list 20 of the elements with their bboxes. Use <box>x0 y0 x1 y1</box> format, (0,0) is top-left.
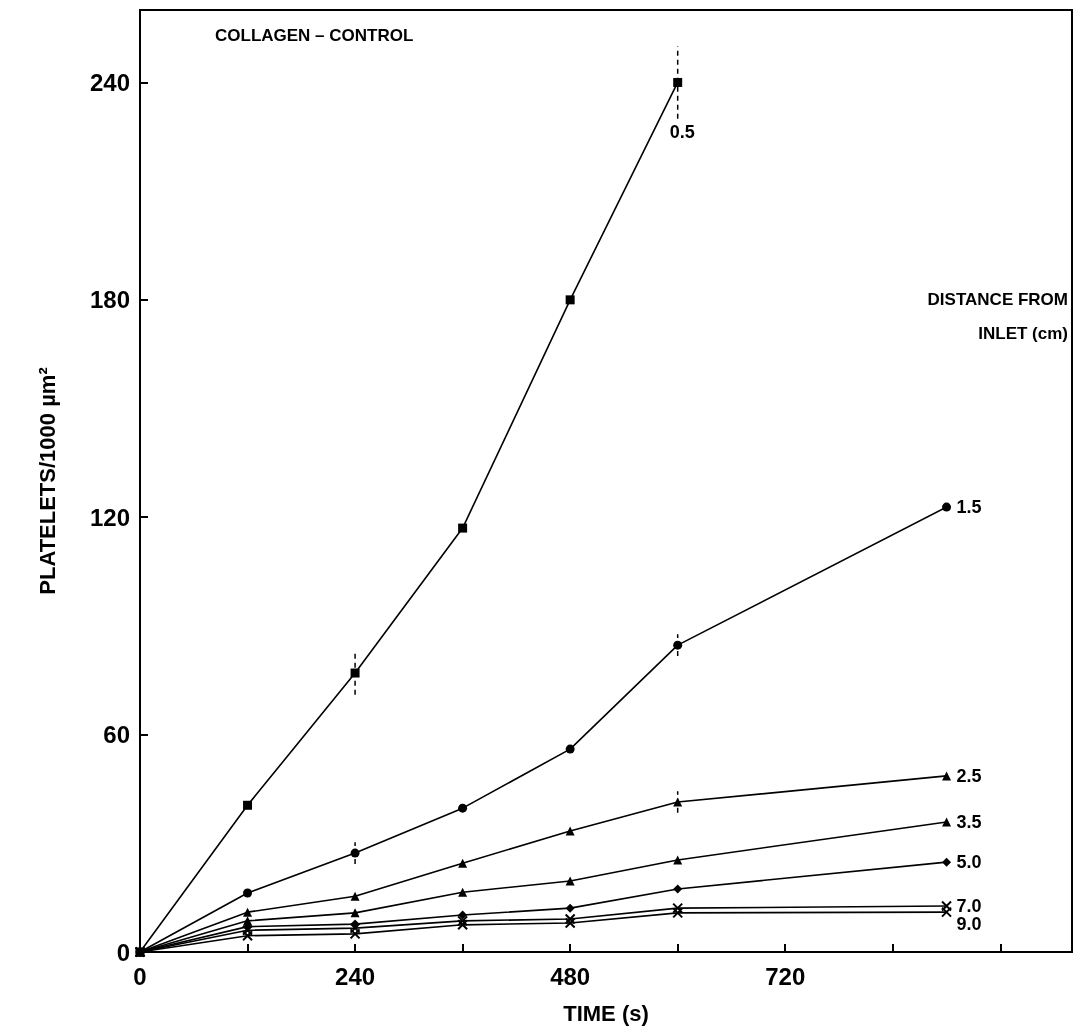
y-tick-label: 120 <box>89 503 130 531</box>
y-tick-label: 60 <box>103 721 130 749</box>
series-label: 5.0 <box>956 852 982 873</box>
series-label: 3.5 <box>956 811 982 832</box>
series-label: 7.0 <box>956 895 982 916</box>
series-label: 0.5 <box>669 122 695 143</box>
y-tick-label: 240 <box>89 68 130 96</box>
x-tick-label: 720 <box>765 962 806 990</box>
x-tick-label: 0 <box>133 962 147 990</box>
series-label: 2.5 <box>956 765 982 786</box>
series-label: 9.0 <box>956 913 982 934</box>
legend-title: DISTANCE FROM INLET (cm) <box>927 289 1068 343</box>
text: COLLAGEN – CONTROL <box>215 26 414 45</box>
series-label: 1.5 <box>956 497 982 518</box>
y-axis-title: PLATELETS/1000 µm² <box>34 367 60 595</box>
x-axis-title: TIME (s) <box>563 1000 649 1026</box>
x-tick-label: 240 <box>335 962 376 990</box>
y-tick-label: 0 <box>116 938 130 966</box>
y-tick-label: 180 <box>89 286 130 314</box>
x-tick-label: 480 <box>550 962 591 990</box>
